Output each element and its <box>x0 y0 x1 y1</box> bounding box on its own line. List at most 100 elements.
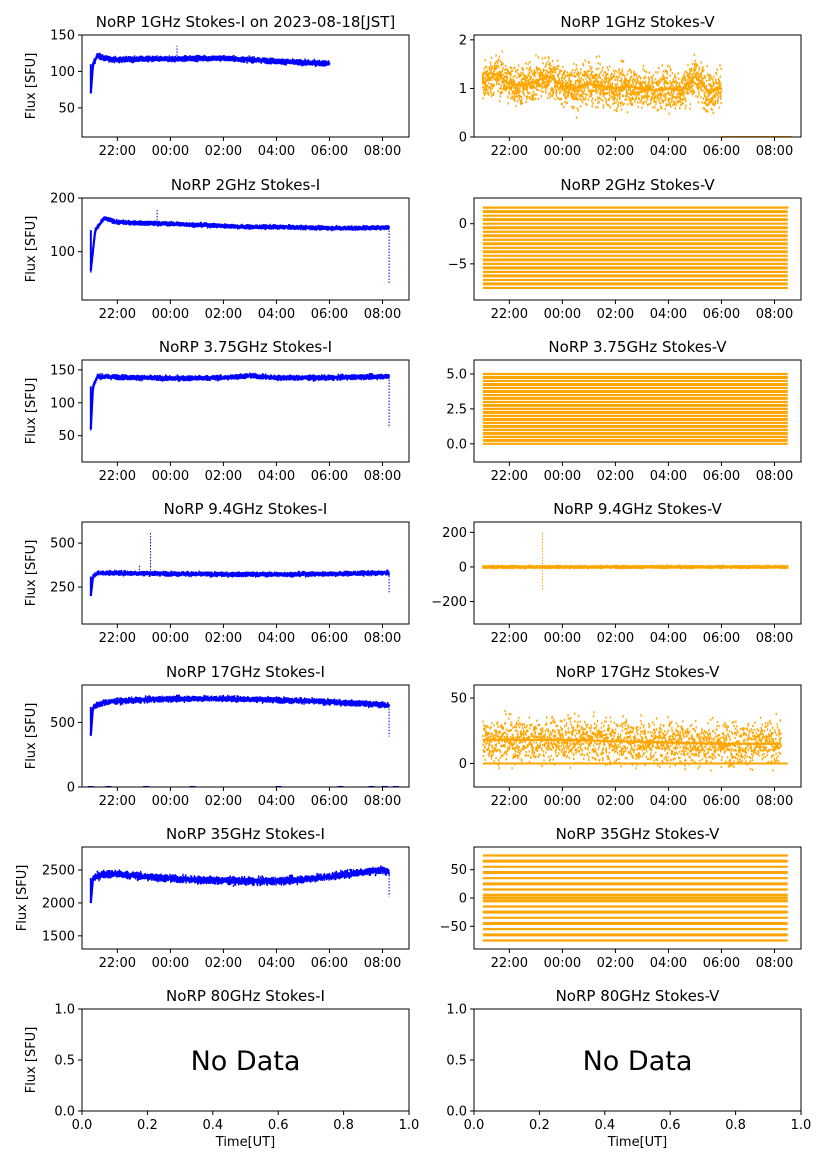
x-tick-label: 06:00 <box>703 794 740 809</box>
no-data-message: No Data <box>191 1046 301 1077</box>
x-tick-label: 22:00 <box>99 469 136 484</box>
panel-94ghz-i: 22:00 00:00 02:00 04:00 06:00 08:00 250 500 NoRP… <box>24 500 410 646</box>
x-tick-label: 02:00 <box>205 794 242 809</box>
x-tick-label: 08:00 <box>364 631 401 646</box>
x-tick-label: 06:00 <box>703 307 740 322</box>
x-tick-label: 0.0 <box>72 1118 93 1133</box>
x-tick-label: 04:00 <box>258 956 295 971</box>
panel-title: NoRP 17GHz Stokes-V <box>556 663 721 681</box>
x-tick-label: 22:00 <box>491 794 528 809</box>
series-2ghz-i <box>90 216 390 273</box>
axes-frame <box>81 684 410 788</box>
plot-area-17ghz-i <box>87 694 399 787</box>
y-tick-label: 50 <box>450 692 467 707</box>
x-tick-label: 04:00 <box>650 144 687 159</box>
series-core-375ghz-i <box>89 374 390 430</box>
panel-80ghz-v: No Data 0.0 0.2 0.4 0.6 0.8 1.0 0.0 0.5 1.0 NoRP 8… <box>446 987 811 1150</box>
y-tick-label: 1.0 <box>446 1003 467 1018</box>
x-tick-label: 0.2 <box>137 1118 158 1133</box>
x-tick-label: 08:00 <box>756 144 793 159</box>
series-core-17ghz-i <box>89 697 390 736</box>
panel-94ghz-v: 22:00 00:00 02:00 04:00 06:00 08:00 −200 0 200 No… <box>431 500 802 646</box>
y-tick-label: 0 <box>459 131 467 146</box>
axes-frame <box>473 521 802 625</box>
x-tick-label: 04:00 <box>258 631 295 646</box>
axes-frame <box>473 359 802 463</box>
panel-375ghz-i: 22:00 00:00 02:00 04:00 06:00 08:00 50 100 150 No… <box>24 338 410 484</box>
outliers-2ghz-v <box>484 206 789 289</box>
x-tick-label: 06:00 <box>311 307 348 322</box>
plot-area-17ghz-v <box>482 710 788 772</box>
axes-frame <box>81 359 410 463</box>
y-tick-label: 0.0 <box>54 1105 75 1120</box>
x-tick-label: 06:00 <box>311 956 348 971</box>
y-tick-label: 2.5 <box>446 402 467 417</box>
x-tick-label: 04:00 <box>650 794 687 809</box>
x-tick-label: 04:00 <box>650 469 687 484</box>
panel-35ghz-i: 22:00 00:00 02:00 04:00 06:00 08:00 1500 2000 25… <box>15 825 410 971</box>
plot-area-2ghz-v <box>482 206 789 290</box>
x-tick-label: 22:00 <box>99 307 136 322</box>
y-tick-label: 150 <box>50 29 75 44</box>
x-tick-label: 04:00 <box>258 307 295 322</box>
x-tick-label: 0.4 <box>594 1118 615 1133</box>
x-tick-label: 00:00 <box>152 794 189 809</box>
y-tick-label: 100 <box>50 245 75 260</box>
x-tick-label: 1.0 <box>791 1118 812 1133</box>
x-tick-label: 00:00 <box>152 631 189 646</box>
axes-frame <box>473 34 802 138</box>
x-tick-label: 00:00 <box>544 794 581 809</box>
x-tick-label: 04:00 <box>258 144 295 159</box>
plot-area-2ghz-i <box>89 208 390 284</box>
x-tick-label: 02:00 <box>597 307 634 322</box>
x-tick-label: 06:00 <box>703 956 740 971</box>
y-tick-label: 200 <box>50 192 75 207</box>
panel-title: NoRP 80GHz Stokes-I <box>166 987 325 1005</box>
x-tick-label: 02:00 <box>597 956 634 971</box>
x-tick-label: 00:00 <box>152 469 189 484</box>
series-core-17ghz-v <box>482 738 782 745</box>
x-tick-label: 0.4 <box>202 1118 223 1133</box>
panel-title: NoRP 1GHz Stokes-V <box>560 13 715 31</box>
y-axis-label: Flux [SFU] <box>24 53 39 120</box>
plot-area-35ghz-i <box>89 865 390 904</box>
panel-title: NoRP 17GHz Stokes-I <box>166 663 325 681</box>
panel-title: NoRP 80GHz Stokes-V <box>556 987 721 1005</box>
y-tick-label: 0 <box>459 892 467 907</box>
x-tick-label: 04:00 <box>650 307 687 322</box>
series-17ghz-v <box>482 710 782 772</box>
panel-title: NoRP 1GHz Stokes-I on 2023-08-18[JST] <box>96 13 396 31</box>
x-tick-label: 02:00 <box>597 631 634 646</box>
x-tick-label: 02:00 <box>205 956 242 971</box>
axes-frame <box>81 846 410 950</box>
x-tick-label: 0.6 <box>660 1118 681 1133</box>
x-tick-label: 06:00 <box>703 469 740 484</box>
x-tick-label: 00:00 <box>544 469 581 484</box>
no-data-message: No Data <box>583 1046 693 1077</box>
x-tick-label: 02:00 <box>597 144 634 159</box>
y-axis-label: Flux [SFU] <box>15 865 30 932</box>
x-tick-label: 22:00 <box>99 631 136 646</box>
x-tick-label: 08:00 <box>756 956 793 971</box>
panel-80ghz-i: No Data 0.0 0.2 0.4 0.6 0.8 1.0 0.0 0.5 1.0 NoRP 8… <box>24 987 419 1150</box>
x-tick-label: 06:00 <box>311 631 348 646</box>
x-tick-label: 00:00 <box>152 956 189 971</box>
plot-area-1ghz-v <box>481 50 793 137</box>
y-tick-label: 2 <box>459 33 467 48</box>
y-axis-label: Flux [SFU] <box>24 703 39 770</box>
y-tick-label: 150 <box>50 363 75 378</box>
x-tick-label: 22:00 <box>99 144 136 159</box>
panel-title: NoRP 35GHz Stokes-V <box>556 825 721 843</box>
axes-frame <box>81 197 410 301</box>
y-tick-label: 2000 <box>42 896 75 911</box>
x-tick-label: 0.6 <box>268 1118 289 1133</box>
x-tick-label: 08:00 <box>756 469 793 484</box>
x-tick-label: 06:00 <box>311 794 348 809</box>
series-core-1ghz-v <box>482 72 722 92</box>
panel-17ghz-v: 22:00 00:00 02:00 04:00 06:00 08:00 0 50 NoRP 17… <box>450 663 802 809</box>
y-tick-label: 0 <box>459 560 467 575</box>
x-tick-label: 22:00 <box>99 956 136 971</box>
x-tick-label: 08:00 <box>756 307 793 322</box>
y-tick-label: −5 <box>448 257 467 272</box>
x-tick-label: 06:00 <box>311 144 348 159</box>
